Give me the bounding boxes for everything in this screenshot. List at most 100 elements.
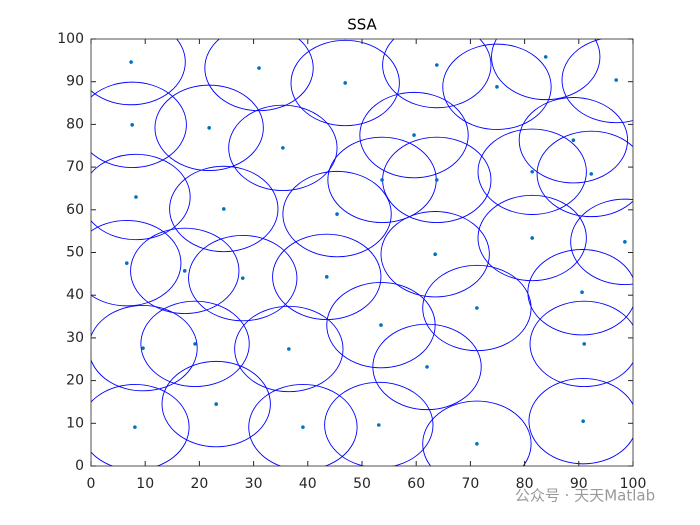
- chart-title: SSA: [347, 16, 377, 34]
- x-tick-label: 60: [407, 476, 425, 492]
- point: [589, 172, 594, 176]
- coverage-circle: [282, 170, 392, 258]
- point: [425, 365, 429, 369]
- point: [207, 126, 211, 130]
- coverage-circle: [290, 39, 400, 127]
- coverage-circle: [570, 198, 633, 285]
- point: [475, 306, 479, 310]
- point: [434, 63, 439, 67]
- x-tick-label: 10: [136, 476, 154, 492]
- point: [614, 78, 618, 82]
- coverage-circle: [91, 39, 186, 106]
- point: [571, 138, 576, 142]
- point: [581, 419, 585, 423]
- point: [377, 423, 381, 427]
- coverage-circle: [140, 300, 250, 388]
- point: [543, 55, 548, 59]
- point: [475, 441, 479, 446]
- point: [124, 261, 129, 265]
- point: [257, 66, 261, 70]
- point: [379, 323, 383, 327]
- x-tick-label: 40: [299, 476, 317, 492]
- point: [433, 252, 437, 257]
- coverage-circle: [188, 234, 298, 322]
- point: [530, 169, 534, 174]
- point: [214, 402, 219, 406]
- coverage-circle: [91, 220, 182, 307]
- watermark: 公众号 · 天天Matlab: [515, 487, 655, 505]
- coverage-circle: [382, 39, 492, 109]
- point: [324, 275, 329, 279]
- point: [130, 123, 134, 127]
- point: [287, 347, 291, 351]
- y-tick-label: 20: [66, 373, 84, 389]
- coverage-circle: [228, 104, 338, 192]
- coverage-circle: [91, 153, 191, 241]
- y-tick-label: 100: [57, 31, 84, 47]
- point: [182, 269, 187, 273]
- point: [580, 290, 584, 295]
- y-tick-label: 40: [66, 287, 84, 303]
- point: [141, 346, 145, 350]
- coverage-circle: [130, 227, 240, 315]
- point: [335, 212, 339, 216]
- x-tick-label: 70: [461, 476, 479, 492]
- coverage-circle: [477, 194, 587, 282]
- point: [240, 276, 245, 280]
- coverage-circle: [491, 39, 601, 101]
- coverage-circle: [91, 305, 198, 392]
- point: [380, 178, 384, 182]
- point: [623, 240, 627, 244]
- y-tick-label: 50: [66, 245, 84, 261]
- point: [582, 342, 587, 346]
- coverage-circle: [91, 384, 190, 466]
- y-tick-label: 10: [66, 415, 84, 431]
- point: [343, 81, 347, 85]
- point: [495, 85, 499, 89]
- y-tick-label: 90: [66, 74, 84, 90]
- coverage-circle: [442, 43, 552, 130]
- coverage-circle: [536, 130, 633, 218]
- y-tick-label: 60: [66, 202, 84, 218]
- point: [134, 195, 138, 199]
- coverage-circle: [169, 165, 279, 253]
- point: [221, 207, 226, 211]
- y-tick-label: 0: [75, 458, 84, 474]
- coverage-circle: [154, 84, 264, 171]
- x-tick-label: 80: [516, 476, 534, 492]
- coverage-circle: [372, 323, 482, 411]
- x-tick-label: 50: [353, 476, 371, 492]
- point: [434, 178, 439, 182]
- coverage-circle: [91, 81, 187, 168]
- point: [129, 60, 133, 64]
- coverage-circle: [359, 91, 469, 179]
- coverage-circle: [529, 300, 633, 388]
- coverage-circle: [561, 39, 633, 124]
- coverage-circle: [324, 381, 434, 466]
- x-tick-label: 100: [620, 476, 647, 492]
- y-tick-label: 80: [66, 116, 84, 132]
- coverage-circle: [518, 97, 629, 184]
- plot-area: [91, 39, 633, 466]
- point: [412, 133, 416, 137]
- point: [193, 342, 197, 346]
- coverage-circle: [234, 305, 344, 393]
- point: [301, 425, 305, 429]
- coverage-circle: [477, 128, 587, 215]
- coverage-circle: [161, 360, 271, 448]
- point: [133, 425, 137, 429]
- x-tick-label: 0: [87, 476, 96, 492]
- coverage-circle: [248, 384, 358, 466]
- x-tick-label: 90: [570, 476, 588, 492]
- y-tick-label: 70: [66, 159, 84, 175]
- y-tick-label: 30: [66, 330, 84, 346]
- coverage-circle: [380, 211, 490, 298]
- point: [530, 236, 534, 240]
- x-tick-label: 30: [245, 476, 263, 492]
- coverage-circle: [528, 378, 633, 465]
- x-tick-label: 20: [190, 476, 208, 492]
- coverage-circle: [422, 400, 532, 466]
- point: [281, 146, 285, 150]
